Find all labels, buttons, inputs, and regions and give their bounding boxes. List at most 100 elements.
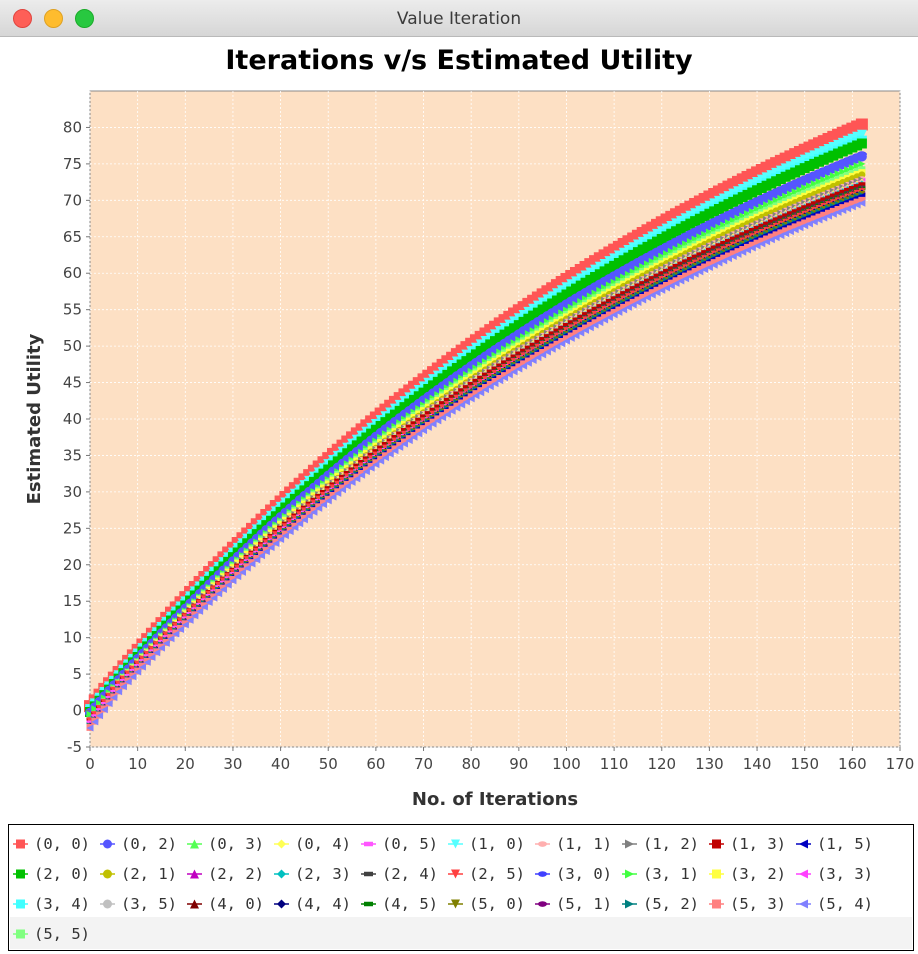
chart-legend: (0, 0) (0, 2) (0, 3) (0, 4) (0, 5) (1, 0) (1, …	[8, 824, 914, 951]
legend-marker-icon	[448, 898, 463, 910]
x-tick-label: 30	[223, 755, 242, 773]
legend-marker-icon	[448, 868, 463, 880]
close-window-button[interactable]	[13, 9, 32, 28]
legend-item: (2, 1)	[100, 859, 177, 889]
legend-item: (2, 5)	[448, 859, 525, 889]
y-tick-label: 25	[63, 519, 82, 537]
legend-label: (0, 3)	[208, 835, 264, 853]
legend-item: (2, 0)	[13, 859, 90, 889]
legend-label: (2, 1)	[121, 865, 177, 883]
legend-item: (2, 4)	[361, 859, 438, 889]
legend-item: (1, 5)	[796, 829, 873, 859]
legend-marker-icon	[100, 868, 115, 880]
legend-marker-icon	[187, 898, 202, 910]
legend-marker-icon	[535, 838, 550, 850]
legend-marker-icon	[187, 868, 202, 880]
legend-label: (3, 5)	[121, 895, 177, 913]
legend-label: (5, 0)	[469, 895, 525, 913]
legend-item: (4, 4)	[274, 889, 351, 919]
legend-item: (1, 2)	[622, 829, 699, 859]
zoom-window-button[interactable]	[75, 9, 94, 28]
legend-item: (3, 5)	[100, 889, 177, 919]
legend-marker-icon	[361, 838, 376, 850]
legend-label: (4, 5)	[382, 895, 438, 913]
legend-item: (3, 2)	[709, 859, 786, 889]
y-tick-label: 80	[63, 118, 82, 136]
legend-item: (5, 4)	[796, 889, 873, 919]
legend-label: (3, 3)	[817, 865, 873, 883]
y-tick-label: 10	[63, 629, 82, 647]
minimize-window-button[interactable]	[44, 9, 63, 28]
legend-label: (1, 1)	[556, 835, 612, 853]
legend-label: (2, 4)	[382, 865, 438, 883]
y-tick-label: 35	[63, 446, 82, 464]
legend-label: (5, 3)	[730, 895, 786, 913]
legend-item: (0, 5)	[361, 829, 438, 859]
legend-label: (4, 0)	[208, 895, 264, 913]
legend-marker-icon	[13, 868, 28, 880]
legend-item: (5, 1)	[535, 889, 612, 919]
x-tick-label: 170	[886, 755, 915, 773]
y-tick-label: 75	[63, 155, 82, 173]
legend-label: (1, 5)	[817, 835, 873, 853]
legend-item: (3, 1)	[622, 859, 699, 889]
legend-marker-icon	[796, 868, 811, 880]
legend-item: (4, 5)	[361, 889, 438, 919]
legend-item: (3, 0)	[535, 859, 612, 889]
legend-label: (0, 2)	[121, 835, 177, 853]
x-tick-label: 140	[743, 755, 772, 773]
legend-label: (5, 2)	[643, 895, 699, 913]
y-tick-label: -5	[67, 738, 82, 756]
window-title: Value Iteration	[396, 9, 522, 29]
legend-marker-icon	[709, 868, 724, 880]
x-tick-label: 90	[509, 755, 528, 773]
x-axis-label: No. of Iterations	[412, 789, 578, 810]
legend-marker-icon	[796, 838, 811, 850]
x-tick-label: 20	[176, 755, 195, 773]
x-tick-label: 120	[647, 755, 676, 773]
legend-label: (5, 1)	[556, 895, 612, 913]
legend-label: (1, 3)	[730, 835, 786, 853]
legend-item: (1, 1)	[535, 829, 612, 859]
legend-item: (5, 0)	[448, 889, 525, 919]
legend-label: (3, 1)	[643, 865, 699, 883]
y-tick-label: 30	[63, 483, 82, 501]
legend-label: (0, 5)	[382, 835, 438, 853]
x-tick-label: 80	[462, 755, 481, 773]
legend-marker-icon	[13, 928, 28, 940]
x-tick-label: 50	[319, 755, 338, 773]
x-tick-label: 110	[600, 755, 629, 773]
legend-label: (2, 0)	[34, 865, 90, 883]
legend-label: (5, 4)	[817, 895, 873, 913]
legend-marker-icon	[622, 868, 637, 880]
legend-marker-icon	[100, 898, 115, 910]
x-tick-label: 0	[85, 755, 95, 773]
legend-label: (2, 3)	[295, 865, 351, 883]
legend-item: (5, 3)	[709, 889, 786, 919]
x-tick-label: 10	[128, 755, 147, 773]
y-tick-label: 60	[63, 264, 82, 282]
legend-marker-icon	[187, 838, 202, 850]
legend-marker-icon	[535, 868, 550, 880]
x-tick-label: 130	[695, 755, 724, 773]
legend-item: (2, 2)	[187, 859, 264, 889]
x-tick-label: 70	[414, 755, 433, 773]
legend-marker-icon	[274, 898, 289, 910]
y-tick-label: 55	[63, 301, 82, 319]
axes: 0 10 20 30 40 50 60 70 80 90 100 110 120 130 140 150 160…	[63, 118, 914, 773]
x-tick-label: 60	[366, 755, 385, 773]
chart: Iterations v/s Estimated Utility 0 10 20 30…	[24, 45, 914, 810]
legend-item: (1, 0)	[448, 829, 525, 859]
legend-marker-icon	[709, 838, 724, 850]
legend-item: (0, 0)	[13, 829, 90, 859]
legend-marker-icon	[709, 898, 724, 910]
y-tick-label: 0	[72, 702, 82, 720]
legend-row-highlight	[10, 917, 912, 949]
x-tick-label: 100	[552, 755, 581, 773]
y-tick-label: 50	[63, 337, 82, 355]
y-tick-label: 20	[63, 556, 82, 574]
legend-marker-icon	[274, 868, 289, 880]
legend-item: (2, 3)	[274, 859, 351, 889]
legend-marker-icon	[796, 898, 811, 910]
legend-item: (4, 0)	[187, 889, 264, 919]
